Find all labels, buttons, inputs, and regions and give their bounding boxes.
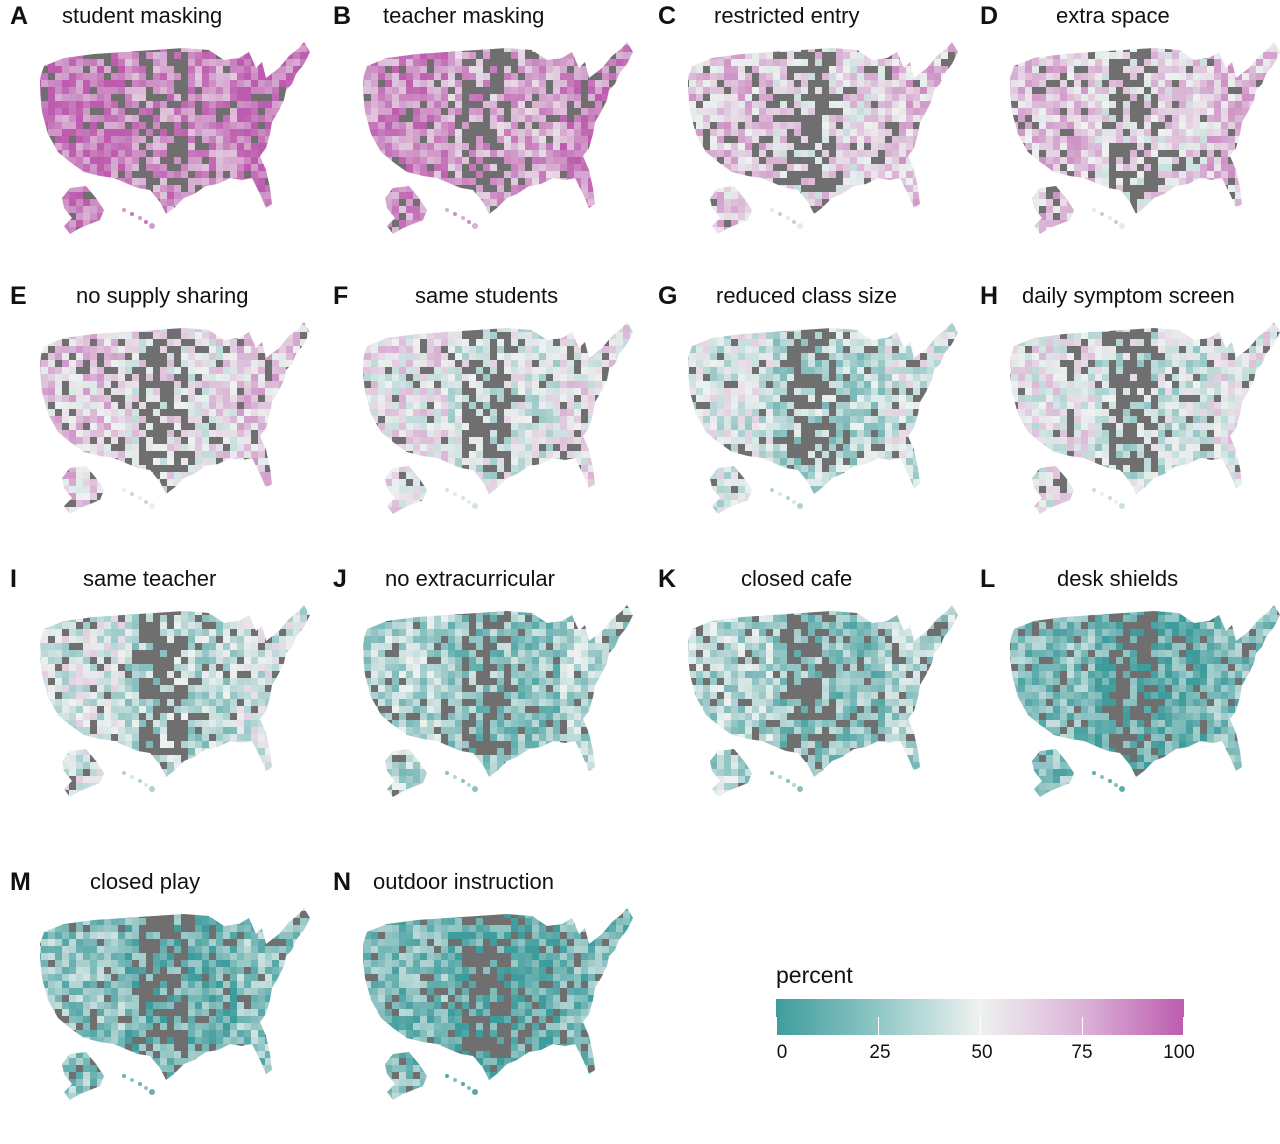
panel-title: student masking bbox=[62, 3, 222, 29]
us-choropleth-map bbox=[34, 38, 324, 243]
panel-title: no extracurricular bbox=[385, 566, 555, 592]
panel-title: no supply sharing bbox=[76, 283, 248, 309]
panel-letter: H bbox=[980, 282, 998, 311]
panel-letter: E bbox=[10, 282, 27, 311]
legend-label-100: 100 bbox=[1163, 1042, 1195, 1064]
us-choropleth-map bbox=[357, 318, 647, 523]
legend-tick-mark bbox=[776, 1017, 777, 1035]
us-choropleth-map bbox=[682, 38, 972, 243]
panel-letter: D bbox=[980, 2, 998, 31]
panel-letter: G bbox=[658, 282, 677, 311]
panel-letter: B bbox=[333, 2, 351, 31]
legend-label-50: 50 bbox=[971, 1042, 992, 1064]
legend-tick-mark bbox=[1183, 1017, 1184, 1035]
us-choropleth-map bbox=[34, 904, 324, 1109]
panel-letter: L bbox=[980, 565, 995, 594]
panel-letter: C bbox=[658, 2, 676, 31]
panel-title: extra space bbox=[1056, 3, 1170, 29]
panel-letter: A bbox=[10, 2, 28, 31]
us-choropleth-map bbox=[1004, 601, 1280, 806]
legend-tick-mark bbox=[1082, 1017, 1083, 1035]
legend-label-0: 0 bbox=[777, 1042, 788, 1064]
panel-title: closed play bbox=[90, 869, 200, 895]
panel-letter: F bbox=[333, 282, 348, 311]
us-choropleth-map bbox=[34, 601, 324, 806]
us-choropleth-map bbox=[1004, 318, 1280, 523]
panel-title: same students bbox=[415, 283, 558, 309]
panel-title: desk shields bbox=[1057, 566, 1178, 592]
panel-title: same teacher bbox=[83, 566, 216, 592]
panel-title: restricted entry bbox=[714, 3, 860, 29]
panel-letter: M bbox=[10, 868, 31, 897]
us-choropleth-map bbox=[357, 904, 647, 1109]
legend-tick-mark bbox=[878, 1017, 879, 1035]
us-choropleth-map bbox=[1004, 38, 1280, 243]
us-choropleth-map bbox=[682, 601, 972, 806]
us-choropleth-map bbox=[34, 318, 324, 523]
us-choropleth-map bbox=[682, 318, 972, 523]
legend-label-75: 75 bbox=[1071, 1042, 1092, 1064]
us-choropleth-map bbox=[357, 601, 647, 806]
panel-letter: N bbox=[333, 868, 351, 897]
panel-title: reduced class size bbox=[716, 283, 897, 309]
panel-title: daily symptom screen bbox=[1022, 283, 1235, 309]
legend-tick-mark bbox=[980, 1017, 981, 1035]
color-legend: percent 0 25 50 75 100 bbox=[776, 962, 1196, 1072]
panel-title: teacher masking bbox=[383, 3, 544, 29]
panel-title: closed cafe bbox=[741, 566, 852, 592]
us-choropleth-map bbox=[357, 38, 647, 243]
legend-label-25: 25 bbox=[869, 1042, 890, 1064]
panel-letter: I bbox=[10, 565, 17, 594]
panel-title: outdoor instruction bbox=[373, 869, 554, 895]
panel-letter: K bbox=[658, 565, 676, 594]
panel-letter: J bbox=[333, 565, 347, 594]
legend-title: percent bbox=[776, 962, 853, 989]
